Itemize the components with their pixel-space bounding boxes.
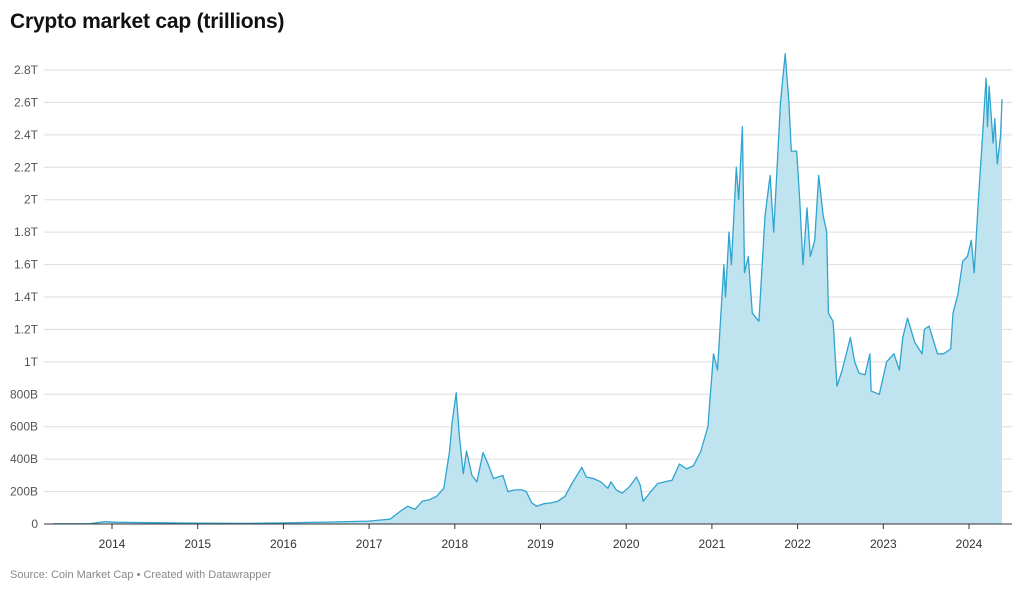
- y-tick-label: 2.8T: [14, 63, 39, 77]
- y-tick-label: 1T: [24, 355, 39, 369]
- x-tick-label: 2019: [527, 537, 554, 551]
- y-tick-label: 1.8T: [14, 225, 39, 239]
- y-tick-label: 1.4T: [14, 290, 39, 304]
- x-tick-label: 2018: [441, 537, 468, 551]
- y-tick-label: 2T: [24, 193, 39, 207]
- chart-footer: Source: Coin Market Cap • Created with D…: [10, 569, 271, 581]
- y-tick-label: 400B: [10, 452, 38, 466]
- x-tick-label: 2024: [956, 537, 983, 551]
- x-tick-label: 2021: [699, 537, 726, 551]
- series-line: [53, 53, 1003, 525]
- x-tick-label: 2015: [184, 537, 211, 551]
- x-tick-label: 2017: [356, 537, 383, 551]
- y-tick-label: 2.2T: [14, 160, 39, 174]
- y-tick-label: 800B: [10, 387, 38, 401]
- chart-title: Crypto market cap (trillions): [10, 10, 285, 33]
- area-fill: [53, 53, 1003, 525]
- x-tick-label: 2022: [784, 537, 811, 551]
- y-tick-label: 1.2T: [14, 322, 39, 336]
- y-tick-label: 0: [31, 517, 38, 531]
- y-tick-label: 200B: [10, 485, 38, 499]
- y-tick-label: 2.4T: [14, 128, 39, 142]
- y-tick-label: 1.6T: [14, 258, 39, 272]
- credit-note: • Created with Datawrapper: [136, 569, 272, 581]
- y-tick-label: 600B: [10, 420, 38, 434]
- x-tick-label: 2014: [99, 537, 126, 551]
- source-note: Source: Coin Market Cap: [10, 569, 134, 581]
- x-tick-label: 2016: [270, 537, 297, 551]
- y-tick-label: 2.6T: [14, 95, 39, 109]
- x-tick-label: 2020: [613, 537, 640, 551]
- x-tick-label: 2023: [870, 537, 897, 551]
